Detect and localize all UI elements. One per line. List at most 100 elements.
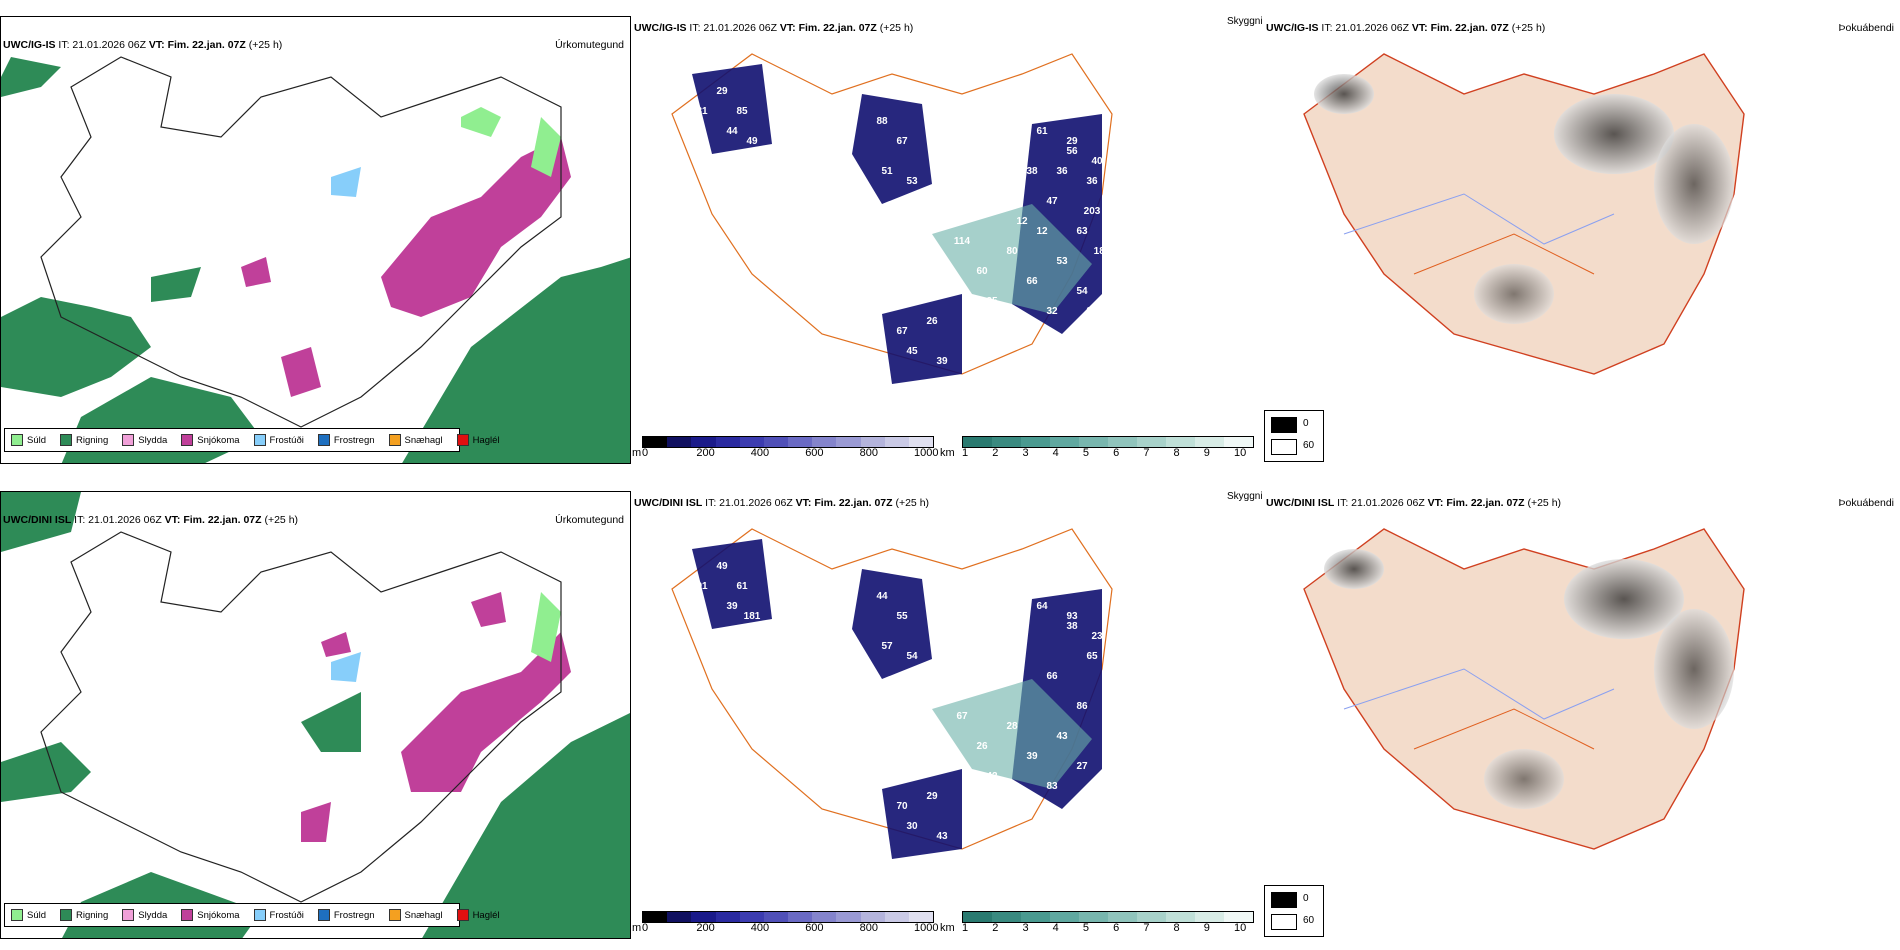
colorbar-tick-label: 400 — [750, 922, 770, 934]
colorbar-tick-label: 9 — [1203, 922, 1210, 934]
cloudbase-value: 66 — [1016, 801, 1028, 812]
legend-white-swatch — [1271, 914, 1297, 930]
colorbar-tick-label: 800 — [859, 922, 878, 934]
colorbar-swatch — [836, 437, 861, 447]
colorbar-swatch — [963, 437, 992, 447]
cloudbase-value: 32 — [1046, 306, 1058, 317]
precip-map-frame: UWC/DINI ISL IT: 21.01.2026 06Z VT: Fim.… — [0, 491, 631, 939]
cloudbase-value: 49 — [716, 561, 728, 572]
colorbar-swatch — [1021, 437, 1050, 447]
colorbar-swatch — [739, 437, 764, 447]
colorbar-swatch — [860, 437, 885, 447]
colorbar-swatch — [667, 437, 692, 447]
colorbar-swatch — [763, 912, 789, 922]
colorbar-swatch — [884, 437, 909, 447]
cloudbase-value: 83 — [1046, 781, 1058, 792]
cloudbase-value: 40 — [806, 731, 818, 742]
cloudbase-value: 40 — [1091, 156, 1103, 167]
legend-item: Frostregn — [317, 909, 375, 921]
cloudbase-value: 39 — [936, 356, 948, 367]
colorbar-swatch — [836, 912, 861, 922]
cloudbase-value: 47 — [1046, 196, 1058, 207]
cloudbase-value: 45 — [1086, 781, 1098, 792]
cloudbase-value: 61 — [1036, 126, 1048, 137]
cloudbase-value: 31 — [696, 106, 708, 117]
visibility-colorbar — [962, 911, 1254, 923]
colorbar-tick-label: 6 — [1113, 922, 1120, 934]
colorbar-tick-label: 3 — [1022, 447, 1029, 459]
legend-black-swatch — [1271, 892, 1297, 908]
precip-map-frame: UWC/IG-IS IT: 21.01.2026 06Z VT: Fim. 22… — [0, 16, 631, 464]
skyggni-label: Skyggni — [1227, 491, 1263, 502]
colorbar-swatch — [860, 912, 885, 922]
colorbar-tick-label: 3 — [1022, 922, 1029, 934]
cloudbase-value: 66 — [1026, 276, 1038, 287]
colorbar-tick-label: 2 — [992, 447, 999, 459]
legend-item: Rigning — [60, 434, 108, 446]
legend-item: Snjókoma — [181, 909, 240, 921]
colorbar-tick-label: 7 — [1143, 447, 1150, 459]
colorbar-swatch — [1224, 912, 1253, 922]
precip-title: UWC/IG-IS IT: 21.01.2026 06Z VT: Fim. 22… — [3, 39, 283, 51]
cloudbase-value: 42 — [986, 771, 998, 782]
cloudbase-value: 43 — [1056, 731, 1068, 742]
cloudbase-title: UWC/IG-IS IT: 21.01.2026 06Z VT: Fim. 22… — [634, 22, 914, 34]
model-row-dini: UWC/DINI ISL IT: 21.01.2026 06Z VT: Fim.… — [0, 475, 1900, 950]
colorbar-swatch — [1108, 437, 1137, 447]
cloud-map-svg — [1303, 528, 1745, 850]
cloudbase-map-svg: 61 56 36 47 63 53 54 66 88 67 51 53 47 114 29 85 44 49 67 2… — [671, 53, 1113, 384]
cloudbase-value: 93 — [1066, 611, 1078, 622]
cloud-map-svg — [1303, 53, 1745, 375]
legend-black-label: 0 — [1303, 418, 1309, 429]
legend-item: Haglél — [456, 909, 500, 921]
cloudbase-value: 55 — [896, 611, 908, 622]
legend-item: Rigning — [60, 909, 108, 921]
precip-map — [1, 56, 630, 463]
cloud-title: UWC/IG-IS IT: 21.01.2026 06Z VT: Fim. 22… — [1266, 22, 1546, 34]
cloudbase-value: 56 — [1066, 146, 1078, 157]
cloudbase-value: 114 — [954, 236, 971, 247]
colorbar-tick-label: 6 — [1113, 447, 1120, 459]
cloudbase-unit: m — [632, 922, 642, 934]
cloudbase-value: 12 — [1036, 226, 1048, 237]
cloudbase-value: 181 — [744, 611, 761, 622]
precip-legend: Súld Rigning Slydda Snjókoma Frostúði Fr… — [4, 428, 500, 452]
cloudbase-value: 44 — [876, 591, 888, 602]
colorbar-tick-label: 600 — [805, 447, 824, 459]
cloudbase-value: 39 — [726, 601, 738, 612]
legend-white-label: 60 — [1303, 915, 1315, 926]
colorbar-tick-label: 2 — [992, 922, 999, 934]
colorbar-swatch — [691, 912, 716, 922]
precip-map — [1, 492, 630, 938]
cloudbase-unit: m — [632, 447, 642, 459]
cloudbase-value: 67 — [896, 136, 908, 147]
colorbar-tick-label: 4 — [1052, 447, 1059, 459]
colorbar-swatch — [812, 912, 837, 922]
cloudbase-value: 54 — [906, 651, 918, 662]
cloudbase-value: 12 — [1016, 216, 1028, 227]
colorbar-swatch — [788, 912, 813, 922]
cloudbase-value: 65 — [1086, 651, 1098, 662]
colorbar-swatch — [715, 912, 740, 922]
visibility-unit: km — [940, 922, 955, 934]
legend-black-swatch — [1271, 417, 1297, 433]
cloudbase-value: 44 — [726, 126, 738, 137]
precip-type-panel: UWC/DINI ISL IT: 21.01.2026 06Z VT: Fim.… — [0, 475, 632, 950]
cloudbase-value: 49 — [746, 136, 758, 147]
cloudbase-value: 64 — [1036, 601, 1048, 612]
legend-item: Haglél — [456, 434, 500, 446]
precip-title-right: Úrkomutegund — [555, 39, 624, 51]
colorbar-swatch — [908, 437, 934, 447]
cloudbase-value: 37 — [826, 711, 838, 722]
cloudbase-map: 61 56 36 47 63 53 54 66 88 67 51 53 47 114 29 85 44 49 67 2… — [632, 34, 1264, 429]
legend-item: Slydda — [122, 434, 167, 446]
colorbar-tick-label: 1000 — [914, 447, 939, 459]
colorbar-swatch — [643, 912, 668, 922]
visibility-colorbar — [962, 436, 1254, 448]
cloudbase-value: 57 — [881, 641, 893, 652]
cloudbase-value: 26 — [926, 316, 938, 327]
colorbar-swatch — [1021, 912, 1050, 922]
colorbar-swatch — [1050, 912, 1079, 922]
cloudbase-value: 61 — [736, 581, 748, 592]
colorbar-tick-label: 7 — [1143, 922, 1150, 934]
